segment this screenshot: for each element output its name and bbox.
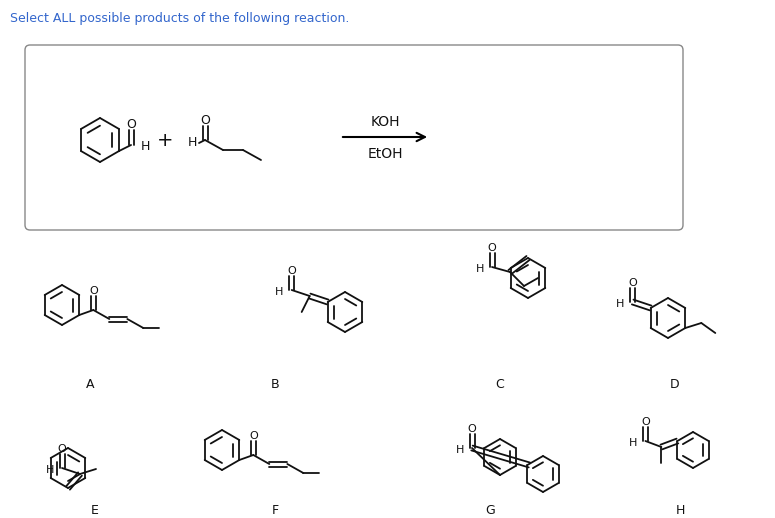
- Text: D: D: [670, 379, 680, 392]
- Text: G: G: [485, 503, 495, 516]
- Text: H: H: [476, 264, 484, 274]
- Text: O: O: [467, 424, 477, 434]
- Text: H: H: [46, 465, 54, 475]
- Text: O: O: [249, 431, 258, 441]
- Text: H: H: [188, 137, 197, 150]
- Text: H: H: [629, 438, 637, 448]
- Text: E: E: [91, 503, 99, 516]
- FancyBboxPatch shape: [25, 45, 683, 230]
- Text: C: C: [496, 379, 505, 392]
- Text: O: O: [641, 417, 649, 427]
- Text: H: H: [456, 445, 464, 455]
- Text: KOH: KOH: [370, 115, 400, 129]
- Text: O: O: [629, 278, 637, 288]
- Text: O: O: [288, 266, 296, 276]
- Text: H: H: [141, 140, 150, 153]
- Text: EtOH: EtOH: [367, 147, 403, 161]
- Text: B: B: [270, 379, 279, 392]
- Text: A: A: [86, 379, 95, 392]
- Text: O: O: [126, 119, 136, 132]
- Text: H: H: [676, 503, 685, 516]
- Text: O: O: [200, 114, 210, 127]
- Text: +: +: [157, 131, 174, 150]
- Text: O: O: [57, 444, 67, 454]
- Text: Select ALL possible products of the following reaction.: Select ALL possible products of the foll…: [10, 12, 350, 25]
- Text: O: O: [487, 243, 496, 253]
- Text: F: F: [271, 503, 278, 516]
- Text: H: H: [275, 287, 284, 297]
- Text: H: H: [616, 299, 625, 309]
- Text: O: O: [89, 286, 98, 296]
